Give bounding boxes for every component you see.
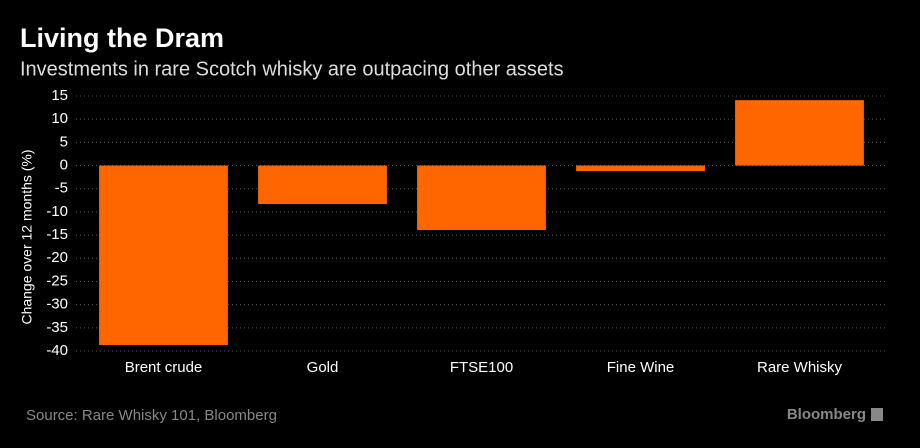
brand-icon: [871, 408, 883, 421]
y-tick-label: -5: [55, 180, 68, 197]
brand-logo: Bloomberg: [787, 406, 866, 423]
x-tick-label: Brent crude: [125, 359, 203, 376]
y-tick-label: 5: [60, 133, 68, 150]
bar: [576, 165, 705, 172]
y-tick-label: -15: [46, 226, 68, 243]
source-note: Source: Rare Whisky 101, Bloomberg: [26, 407, 277, 424]
bar: [417, 165, 546, 230]
x-tick-label: Fine Wine: [607, 359, 675, 376]
x-tick-label: FTSE100: [450, 359, 513, 376]
bar: [735, 100, 864, 166]
y-tick-label: -20: [46, 249, 68, 266]
chart-subtitle: Investments in rare Scotch whisky are ou…: [20, 58, 564, 80]
y-tick-label: -40: [46, 342, 68, 359]
bar: [99, 165, 228, 345]
bar: [258, 165, 387, 205]
y-tick-label: -35: [46, 319, 68, 336]
y-tick-label: -25: [46, 272, 68, 289]
chart-title: Living the Dram: [20, 23, 224, 53]
y-tick-label: -10: [46, 203, 68, 220]
y-tick-label: 15: [51, 87, 68, 104]
y-axis-label: Change over 12 months (%): [19, 149, 35, 324]
x-tick-label: Gold: [307, 359, 339, 376]
y-tick-label: -30: [46, 296, 68, 313]
y-tick-label: 10: [51, 110, 68, 127]
y-tick-label: 0: [60, 157, 68, 174]
x-tick-label: Rare Whisky: [757, 359, 843, 376]
